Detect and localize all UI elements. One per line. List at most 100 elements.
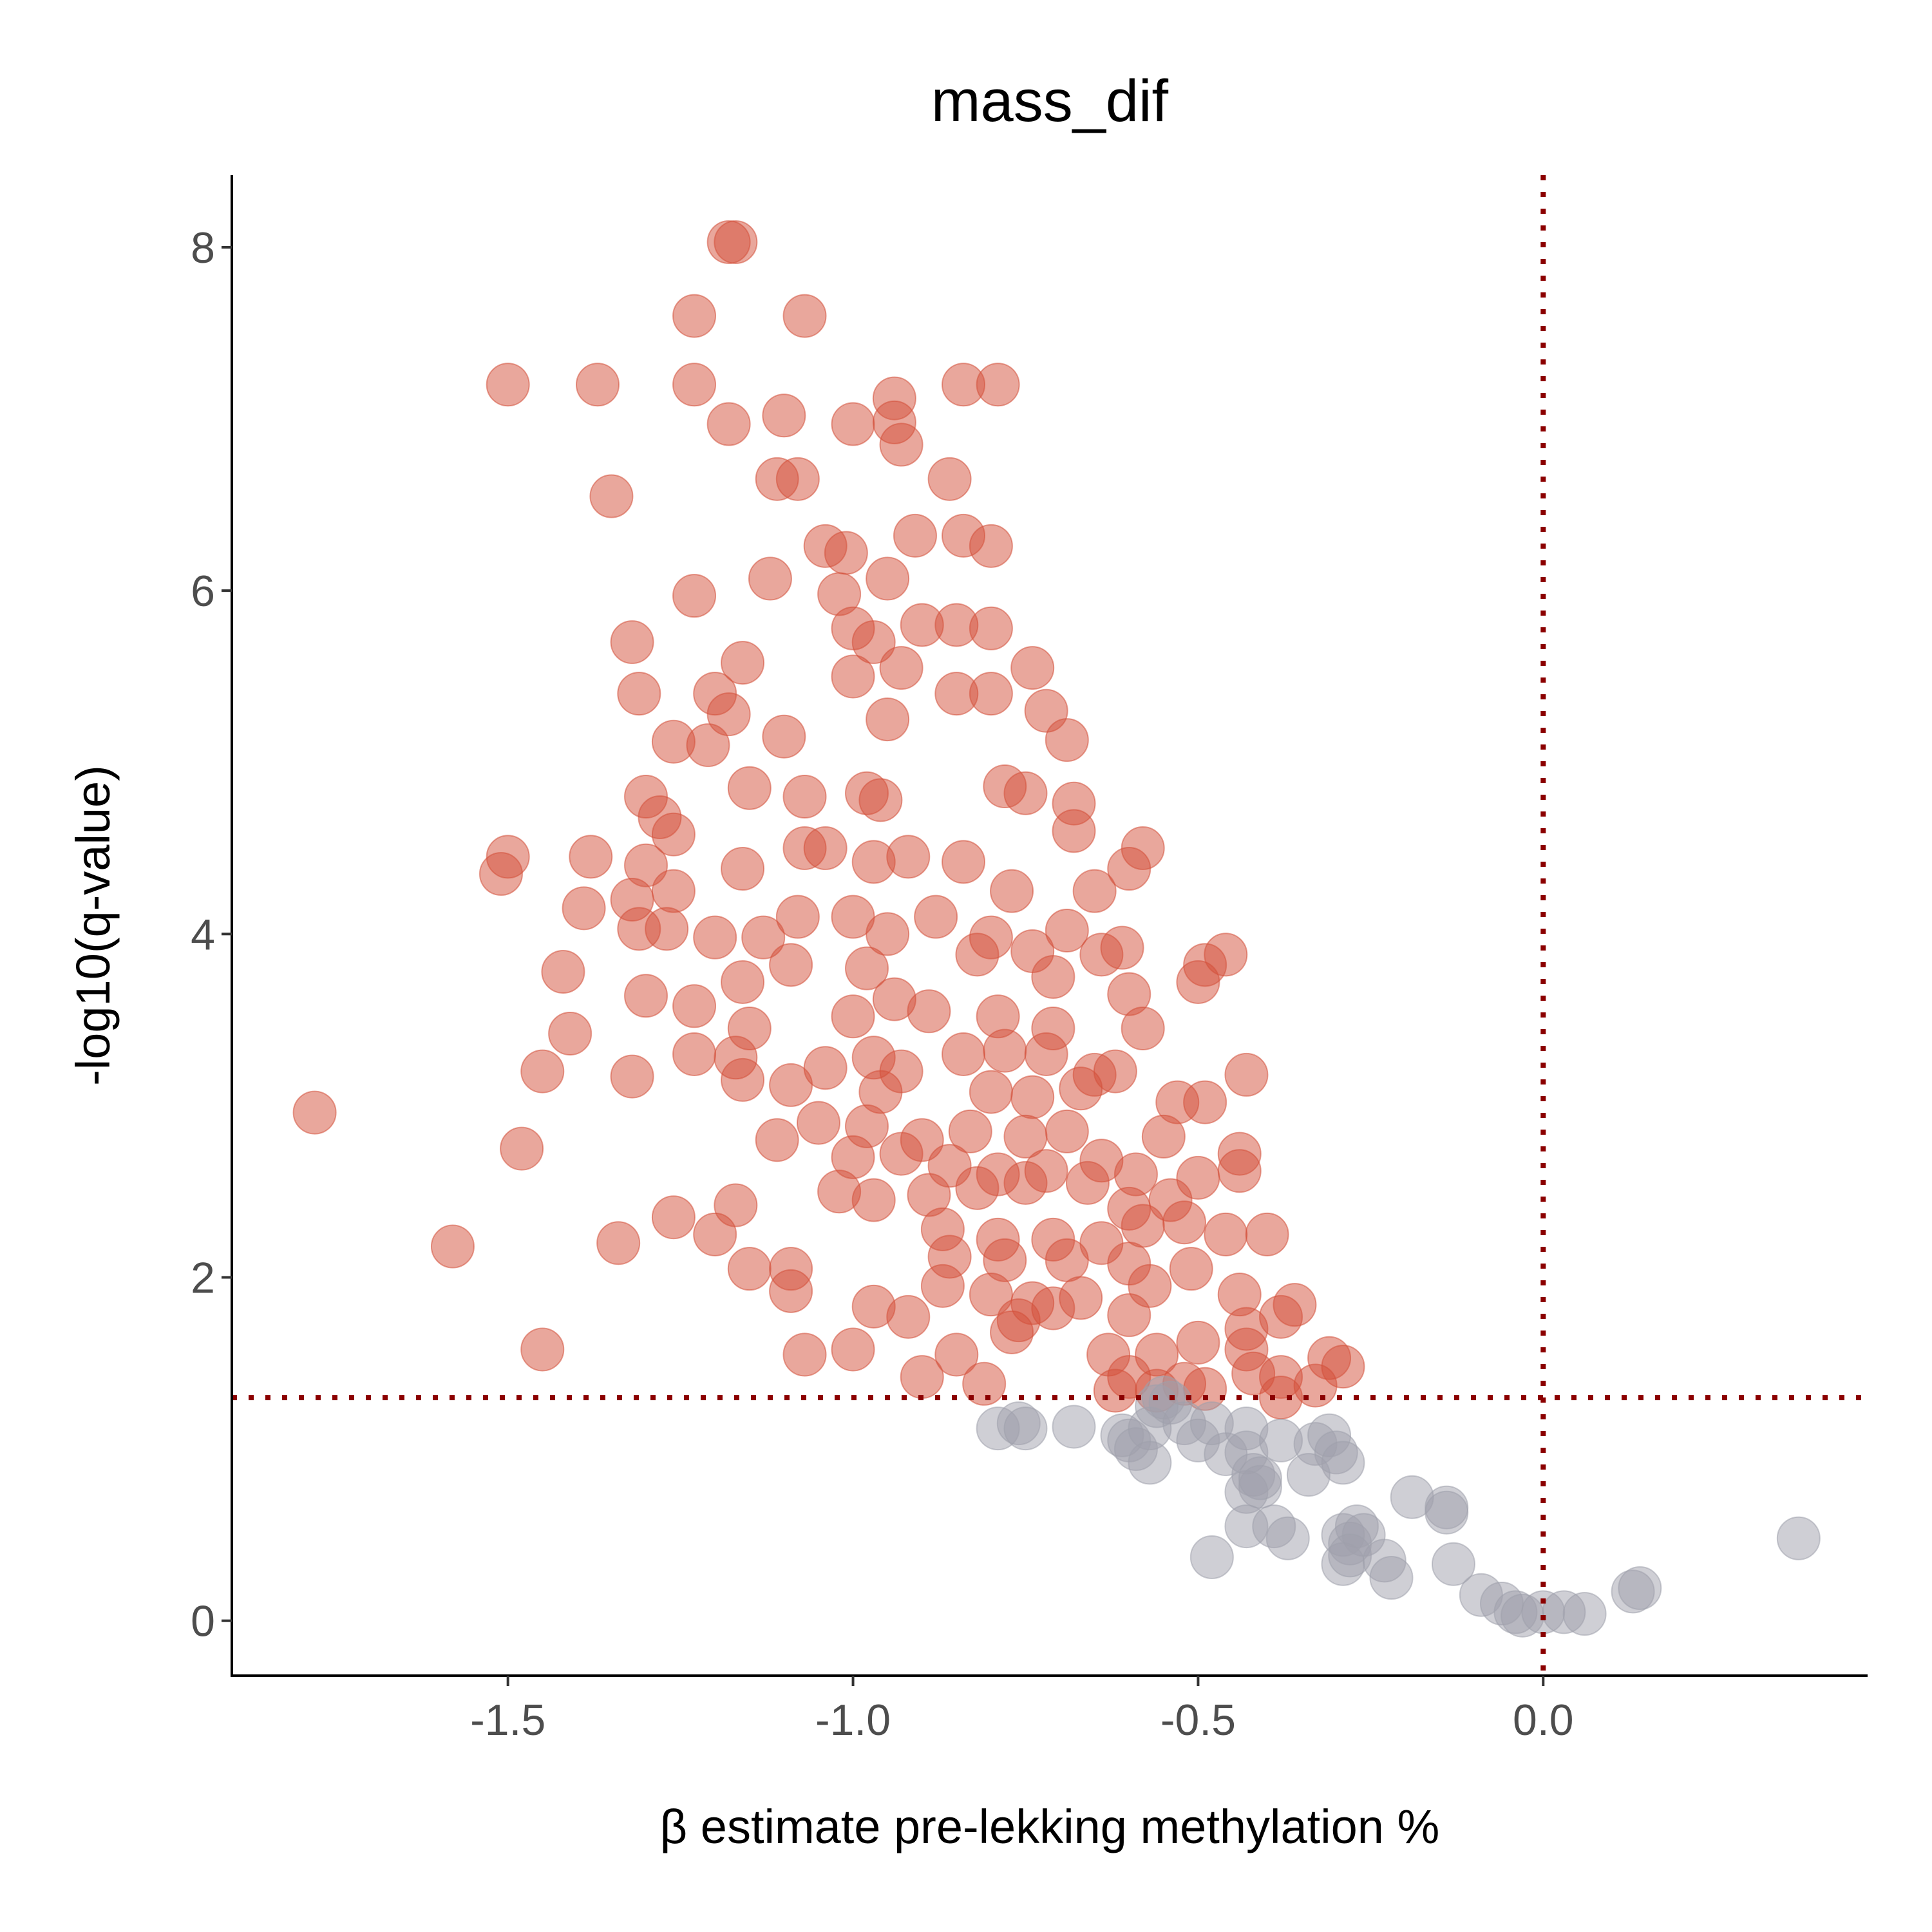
point-significant	[706, 692, 751, 737]
point-significant	[955, 1166, 999, 1210]
point-significant	[831, 402, 875, 446]
point-significant	[983, 1028, 1027, 1073]
point-significant	[1031, 954, 1075, 999]
point-significant	[1273, 1283, 1317, 1327]
point-significant	[858, 778, 903, 822]
point-significant	[866, 912, 910, 956]
point-significant	[969, 524, 1013, 568]
point-significant	[1176, 1155, 1220, 1200]
point-significant	[596, 1221, 641, 1265]
point-significant	[990, 1310, 1034, 1354]
x-ticks: -1.5 -1.0 -0.5 0.0	[470, 1676, 1574, 1745]
point-significant	[831, 1327, 875, 1372]
point-significant	[1183, 1080, 1227, 1124]
point-significant	[706, 220, 751, 264]
point-not-significant	[1369, 1556, 1414, 1600]
point-significant	[478, 852, 523, 896]
point-significant	[1010, 1075, 1055, 1119]
point-significant	[292, 1090, 337, 1135]
point-significant	[576, 363, 620, 407]
point-significant	[762, 714, 806, 759]
point-significant	[755, 1118, 799, 1162]
point-significant	[782, 294, 827, 338]
point-significant	[624, 974, 668, 1018]
y-tick-label: 6	[191, 567, 215, 616]
point-significant	[693, 1212, 737, 1256]
point-significant	[520, 1049, 565, 1094]
point-significant	[942, 1032, 986, 1076]
point-significant	[721, 960, 765, 1004]
point-significant	[1003, 771, 1048, 815]
point-significant	[1059, 1066, 1103, 1111]
point-significant	[969, 1273, 1013, 1317]
point-significant	[1052, 809, 1096, 853]
x-tick-label: -0.5	[1160, 1696, 1236, 1745]
point-significant	[1176, 1320, 1220, 1365]
point-significant	[1045, 908, 1089, 952]
point-significant	[782, 775, 827, 819]
point-significant	[727, 1247, 772, 1291]
point-significant	[589, 474, 634, 518]
point-not-significant	[1562, 1592, 1607, 1636]
point-significant	[721, 641, 765, 685]
point-significant	[672, 294, 717, 338]
point-significant	[879, 1132, 923, 1176]
point-significant	[942, 840, 986, 884]
point-not-significant	[1425, 1490, 1469, 1535]
point-significant	[907, 989, 951, 1034]
point-significant	[955, 933, 999, 977]
point-significant	[1217, 1149, 1262, 1193]
point-significant	[672, 1032, 717, 1076]
point-significant	[1162, 1200, 1206, 1245]
point-significant	[1224, 1052, 1269, 1097]
point-significant	[645, 907, 689, 951]
point-significant	[1121, 1204, 1165, 1248]
point-not-significant	[1776, 1516, 1821, 1560]
point-significant	[1010, 646, 1055, 690]
point-significant	[1121, 1006, 1165, 1050]
point-significant	[1045, 1238, 1089, 1282]
point-significant	[969, 672, 1013, 716]
point-significant	[541, 949, 585, 994]
point-not-significant	[1286, 1453, 1331, 1497]
chart-title: mass_dif	[931, 68, 1169, 134]
point-significant	[1204, 933, 1248, 977]
point-significant	[851, 1178, 896, 1222]
point-significant	[1072, 869, 1117, 913]
point-significant	[866, 697, 910, 742]
point-significant	[748, 556, 792, 601]
point-significant	[1169, 1247, 1213, 1291]
points-layer	[292, 220, 1821, 1638]
point-significant	[721, 1057, 765, 1102]
point-significant	[651, 869, 696, 913]
x-tick-label: 0.0	[1513, 1696, 1574, 1745]
point-significant	[886, 835, 931, 879]
point-significant	[948, 1109, 992, 1153]
y-tick-label: 2	[191, 1254, 215, 1303]
point-significant	[1045, 718, 1089, 762]
point-significant	[879, 422, 923, 467]
point-significant	[893, 513, 938, 558]
point-significant	[1045, 1109, 1089, 1153]
point-significant	[969, 606, 1013, 650]
point-significant	[693, 915, 737, 960]
point-significant	[672, 574, 717, 618]
point-significant	[900, 1355, 944, 1399]
point-significant	[651, 812, 696, 857]
point-significant	[969, 1070, 1013, 1114]
y-axis-title: -log10(q-value)	[66, 765, 120, 1086]
point-significant	[851, 620, 896, 665]
point-significant	[1204, 1212, 1248, 1256]
point-significant	[1093, 1368, 1137, 1413]
point-significant	[831, 654, 875, 699]
point-significant	[706, 402, 751, 446]
point-significant	[1293, 1363, 1338, 1408]
y-tick-label: 0	[191, 1597, 215, 1646]
point-significant	[866, 556, 910, 601]
point-significant	[686, 723, 730, 768]
y-ticks: 0 2 4 6 8	[191, 223, 232, 1646]
point-significant	[651, 1195, 696, 1240]
point-significant	[1107, 1293, 1151, 1338]
point-significant	[569, 835, 613, 879]
point-significant	[562, 886, 606, 931]
